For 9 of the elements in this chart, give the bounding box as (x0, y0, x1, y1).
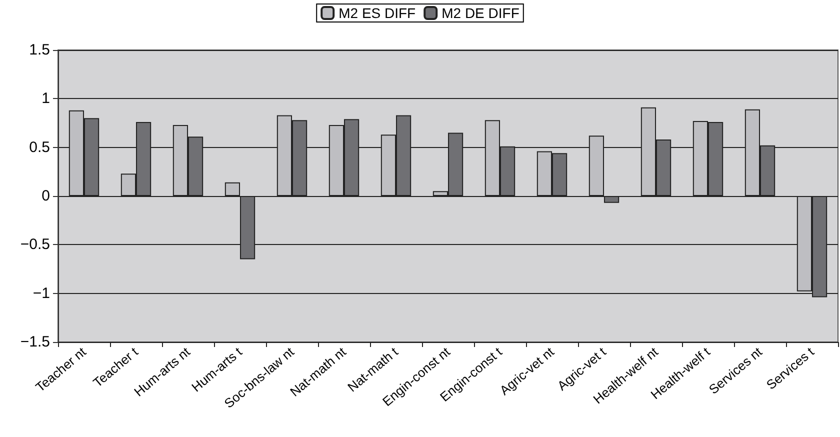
legend-label: M2 DE DIFF (442, 5, 520, 21)
y-tick-label: 0.5 (29, 138, 50, 156)
y-tick-label: −0.5 (20, 236, 50, 254)
y-tick-label: 0 (42, 188, 50, 204)
y-tick-label: 1 (42, 90, 50, 108)
legend-label: M2 ES DIFF (338, 5, 416, 21)
y-tick-label: −1.5 (20, 334, 50, 350)
y-tick-label: 1.5 (29, 42, 50, 58)
y-tick-label: −1 (32, 284, 50, 302)
